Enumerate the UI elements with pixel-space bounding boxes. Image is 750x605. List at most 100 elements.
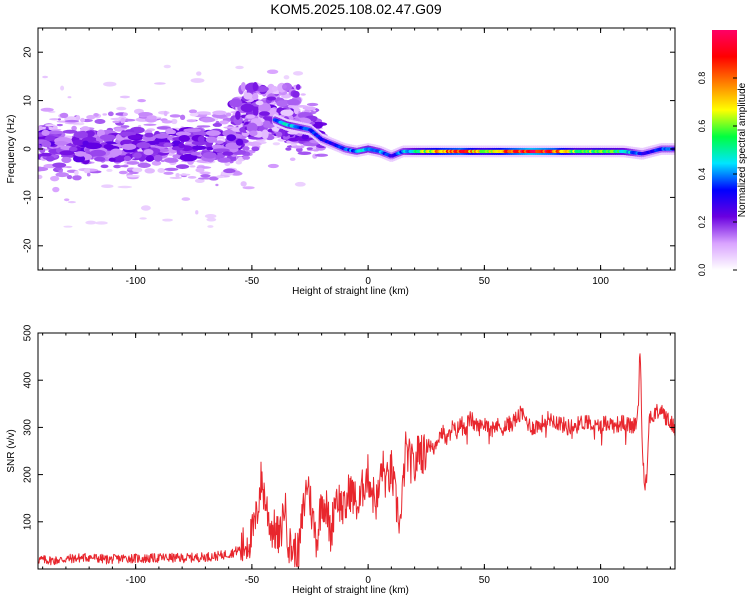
spectrogram-cell <box>197 135 205 143</box>
spectrogram-cell <box>188 109 198 114</box>
spectrogram-cell <box>145 155 154 162</box>
spectrogram-cell <box>85 220 97 225</box>
snr-ytick-label: 200 <box>23 466 34 483</box>
spectrogram-cell <box>71 125 77 131</box>
spectrogram-cell <box>69 146 78 152</box>
spectrogram-cell <box>154 137 168 143</box>
spectrogram-cell <box>242 186 255 190</box>
spectrogram-cell <box>51 128 62 131</box>
spectrogram-cell <box>240 81 246 92</box>
spectrogram-cell <box>271 85 278 92</box>
spectrogram-cell <box>121 139 133 144</box>
snr-xtick-label: -50 <box>245 575 260 586</box>
spectrogram-cell <box>81 126 90 131</box>
spectrogram-cell <box>44 135 56 142</box>
spectrogram-cell <box>161 120 173 124</box>
snr-xtick-label: 50 <box>479 575 491 586</box>
spectrogram-cell <box>153 154 163 162</box>
snr-series-line <box>38 353 675 568</box>
spectrogram-cell <box>222 151 234 156</box>
spectrogram-cell <box>59 112 69 119</box>
spectrogram-cell <box>108 157 116 162</box>
spectrogram-cell <box>94 119 106 125</box>
spectrogram-cell <box>101 184 114 189</box>
spectrogram-cell <box>178 143 185 149</box>
spectrogram-ytick-label: 0 <box>23 146 34 152</box>
spectrogram-cell <box>229 98 243 108</box>
spectrogram-cell <box>49 118 61 121</box>
spectrogram-cell <box>191 145 207 151</box>
spectrogram-cell <box>223 168 236 174</box>
spectrogram-cell <box>206 217 217 222</box>
spectrogram-cell <box>137 98 147 103</box>
spectrogram-cell <box>235 65 244 70</box>
spectrogram-ytick-label: -10 <box>23 190 34 205</box>
spectrogram-cell <box>72 175 82 181</box>
spectrogram-cell <box>283 75 290 80</box>
spectrogram-cell <box>196 125 211 128</box>
spectrogram-cell <box>74 170 79 176</box>
spectrogram-cell <box>63 225 73 228</box>
spectrogram-cell <box>56 123 63 127</box>
spectrogram-cell <box>107 111 114 117</box>
snr-xlabel: Height of straight line (km) <box>292 585 409 596</box>
snr-ytick-label: 100 <box>23 513 34 530</box>
spectrogram-cell <box>207 225 214 228</box>
spectrogram-cell <box>199 171 211 175</box>
spectrogram-cell <box>102 113 108 116</box>
spectrogram-cell <box>263 123 275 129</box>
spectrogram-cell <box>163 64 171 69</box>
spectrogram-xtick-label: -100 <box>126 276 146 287</box>
spectrogram-cell <box>285 147 292 151</box>
spectrogram-cell <box>242 146 250 151</box>
spectrogram-cell <box>40 107 54 112</box>
spectrogram-cell <box>112 120 121 124</box>
spectrogram-cell <box>292 71 304 76</box>
spectrogram-cell <box>42 75 49 79</box>
spectrogram-cell <box>52 186 60 193</box>
spectrogram-cell <box>47 130 64 135</box>
spectrogram-xtick-label: -50 <box>245 276 260 287</box>
spectrogram-cell <box>144 132 154 138</box>
spectrogram-cell <box>73 131 88 139</box>
spectrogram-cell <box>289 157 296 161</box>
spectrogram-cell <box>103 81 117 87</box>
spectrogram-cell <box>249 130 258 137</box>
spectrogram-cell <box>83 167 91 174</box>
spectrogram-cell <box>280 109 294 117</box>
spectrogram-cell <box>179 114 186 120</box>
spectrogram-cell <box>181 197 191 201</box>
snr-ytick-label: 500 <box>23 324 34 341</box>
spectrogram-cell <box>183 128 202 133</box>
spectrogram-cell <box>74 151 87 157</box>
spectrogram-cell <box>217 157 231 163</box>
spectrogram-cell <box>116 106 127 111</box>
spectrogram-cell <box>195 167 205 173</box>
spectrogram-cell <box>272 142 281 146</box>
colorbar-gradient <box>712 30 737 270</box>
spectrogram-cell <box>175 164 190 169</box>
snr-ytick-label: 400 <box>23 371 34 388</box>
spectrogram-cell <box>85 142 102 150</box>
spectrogram-cell <box>123 155 132 162</box>
spectrogram-cell <box>306 147 313 150</box>
spectrogram-cell <box>200 174 211 178</box>
spectrogram-cell <box>63 198 70 202</box>
spectrogram-cell <box>128 171 139 175</box>
spectrogram-cell <box>114 127 124 132</box>
spectrogram-cell <box>118 170 128 175</box>
spectrogram-cell <box>171 118 178 125</box>
spectrogram-cell <box>118 165 129 168</box>
spectrogram-cell <box>252 106 259 117</box>
spectrogram-xtick-label: 50 <box>479 276 491 287</box>
spectrogram-ylabel: Frequency (Hz) <box>6 115 17 184</box>
colorbar-tick-label: 0.0 <box>697 264 707 277</box>
spectrogram-cell <box>61 156 72 164</box>
spectrogram-cell <box>215 183 219 187</box>
spectrogram-cell <box>154 133 169 139</box>
spectrogram-cell <box>294 181 306 187</box>
spectrogram-cell <box>169 176 182 179</box>
colorbar-tick-label: 0.2 <box>697 216 707 229</box>
spectrogram-cell <box>163 110 168 117</box>
